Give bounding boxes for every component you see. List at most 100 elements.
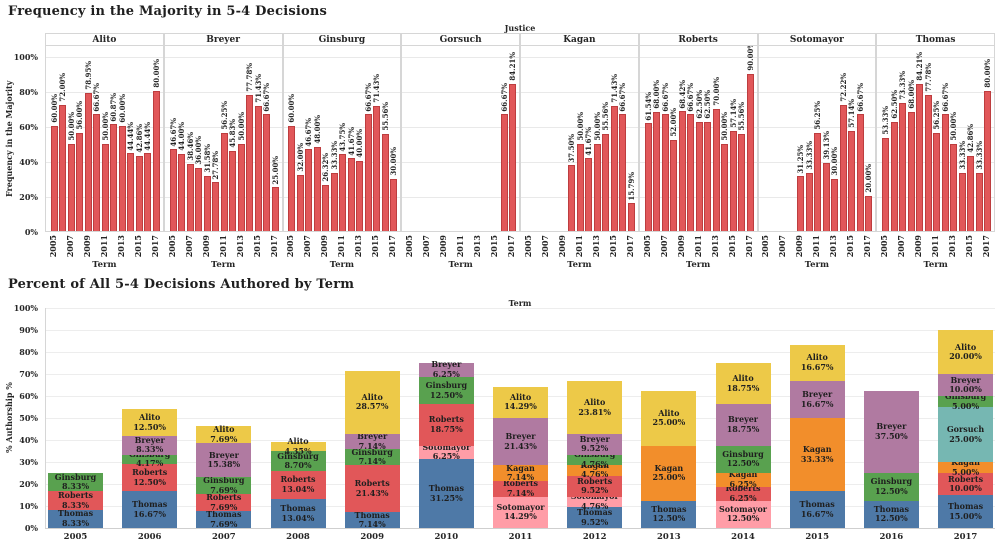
gridline xyxy=(758,57,876,58)
bar-segment-roberts: Roberts 7.14% xyxy=(493,479,549,497)
bar-value-label: 77.78% xyxy=(245,63,255,92)
x-tick-label: 2015 xyxy=(607,235,618,258)
bar xyxy=(84,92,92,231)
segment-justice-label: Alito xyxy=(658,407,680,418)
bar-value-label: 72.00% xyxy=(58,73,68,102)
x-tick-label: 2009 xyxy=(913,235,924,258)
bar-segment-roberts: Roberts 13.04% xyxy=(270,470,326,500)
bar-value-label: 45.83% xyxy=(228,119,238,148)
segment-justice-label: Breyer xyxy=(876,421,907,432)
bar-value-label: 66.67% xyxy=(499,82,509,112)
bar-value-label: 55.56% xyxy=(737,102,747,131)
bar-value-label: 66.67% xyxy=(855,82,865,112)
x-tick-label: 2013 xyxy=(590,235,601,258)
year-label: 2010 xyxy=(434,532,459,542)
year-label: 2017 xyxy=(953,532,978,542)
bar-segment-alito: Alito 14.29% xyxy=(493,386,549,418)
segment-justice-label: Breyer xyxy=(505,431,536,442)
segment-pct-label: 8.33% xyxy=(61,481,90,492)
gridline xyxy=(639,92,757,93)
gridline xyxy=(402,197,519,198)
x-tick-label: 2009 xyxy=(319,235,330,258)
segment-pct-label: 4.35% xyxy=(284,445,312,456)
gridline xyxy=(402,127,519,128)
bar-value-label: 46.67% xyxy=(304,117,314,147)
bar-segment-roberts: Roberts 7.69% xyxy=(196,493,252,511)
x-axis-title: Term xyxy=(804,260,829,270)
x-tick-label: 2015 xyxy=(370,235,381,258)
bar-segment-roberts: Roberts 9.52% xyxy=(567,475,623,497)
bar xyxy=(118,126,126,231)
segment-justice-label: Roberts xyxy=(57,490,94,500)
x-tick-label: 2017 xyxy=(862,235,873,258)
bar-segment-thomas: Thomas 16.67% xyxy=(789,491,845,528)
bar xyxy=(687,114,695,231)
bar-segment-breyer: Breyer 8.33% xyxy=(122,434,178,455)
x-tick-label: 2005 xyxy=(760,235,771,258)
bar-value-label: 84.21% xyxy=(915,52,925,81)
segment-justice-label: Roberts xyxy=(428,414,464,425)
bar-value-label: 26.32% xyxy=(321,153,331,182)
bar-segment-thomas: Thomas 16.67% xyxy=(122,491,178,528)
bar-segment-gorsuch: Gorsuch 25.00% xyxy=(938,407,994,462)
segment-pct-label: 23.81% xyxy=(578,406,612,417)
segment-justice-label: Alito xyxy=(954,341,977,352)
x-axis-title: Term xyxy=(92,260,117,270)
bar-value-label: 60.00% xyxy=(117,94,127,123)
segment-pct-label: 8.33% xyxy=(61,499,90,510)
bar xyxy=(186,163,194,231)
authorship-chart-title: Percent of All 5-4 Decisions Authored by… xyxy=(8,277,355,292)
bar xyxy=(50,126,58,231)
bar-segment-ginsburg: Ginsburg 5.00% xyxy=(938,391,994,410)
bar xyxy=(585,158,593,231)
segment-pct-label: 15.38% xyxy=(207,459,241,470)
segment-justice-label: Breyer xyxy=(728,414,759,425)
segment-justice-label: Thomas xyxy=(206,509,242,520)
x-tick-label: 2015 xyxy=(251,235,262,258)
bar xyxy=(627,203,635,231)
bar-segment-thomas: Thomas 12.50% xyxy=(863,500,919,528)
segment-justice-label: Thomas xyxy=(799,499,835,510)
segment-pct-label: 9.52% xyxy=(581,443,609,454)
x-tick-label: 2009 xyxy=(556,235,567,258)
x-tick-label: 2011 xyxy=(336,235,347,258)
bar-value-label: 50.00% xyxy=(236,111,246,141)
bar-value-label: 70.00% xyxy=(711,76,721,106)
gridline xyxy=(521,92,638,93)
segment-justice-label: Breyer xyxy=(134,434,165,445)
x-tick-label: 2011 xyxy=(573,235,584,258)
bar-segment-alito: Alito 18.75% xyxy=(715,363,771,405)
segment-justice-label: Kagan xyxy=(654,462,684,473)
x-tick-label: 2007 xyxy=(183,235,194,258)
y-tick-label: 30% xyxy=(19,457,38,467)
x-tick-label: 2015 xyxy=(845,235,856,258)
bar-segment-sotomayor: Sotomayor 14.29% xyxy=(493,496,549,528)
bar-segment-thomas: Thomas 8.33% xyxy=(48,509,103,528)
bar-value-label: 32.00% xyxy=(295,143,305,172)
y-axis-line xyxy=(45,308,46,528)
bar-value-label: 62.50% xyxy=(703,90,713,119)
segment-justice-label: Thomas xyxy=(428,483,464,494)
bar xyxy=(576,143,584,231)
y-tick-label: 0% xyxy=(24,227,38,237)
bar-value-label: 42.86% xyxy=(966,124,976,153)
gridline xyxy=(402,162,519,163)
bar xyxy=(237,143,245,231)
y-tick-label: 20% xyxy=(19,192,38,202)
year-label: 2005 xyxy=(63,532,88,542)
bar xyxy=(822,162,830,231)
bar-segment-kagan: Kagan 5.00% xyxy=(938,457,994,476)
facet-strip-label: Ginsburg xyxy=(282,33,402,46)
segment-pct-label: 5.00% xyxy=(951,466,980,477)
segment-justice-label: Ginsburg xyxy=(203,475,245,486)
segment-pct-label: 16.67% xyxy=(800,508,834,519)
bar xyxy=(593,143,601,231)
x-tick-label: 2011 xyxy=(930,235,941,258)
facet-panel-kagan: Kagan 37.50% 50.00% 41.67% 50.00% 55.56% 71.43… xyxy=(520,33,639,270)
bar-segment-alito: Alito 7.69% xyxy=(196,425,252,443)
gridline xyxy=(758,127,876,128)
bar xyxy=(848,131,856,231)
x-tick-label: 2007 xyxy=(777,235,788,258)
bar-value-label: 52.00% xyxy=(669,108,679,137)
bar-segment-alito: Alito 12.50% xyxy=(122,408,178,437)
